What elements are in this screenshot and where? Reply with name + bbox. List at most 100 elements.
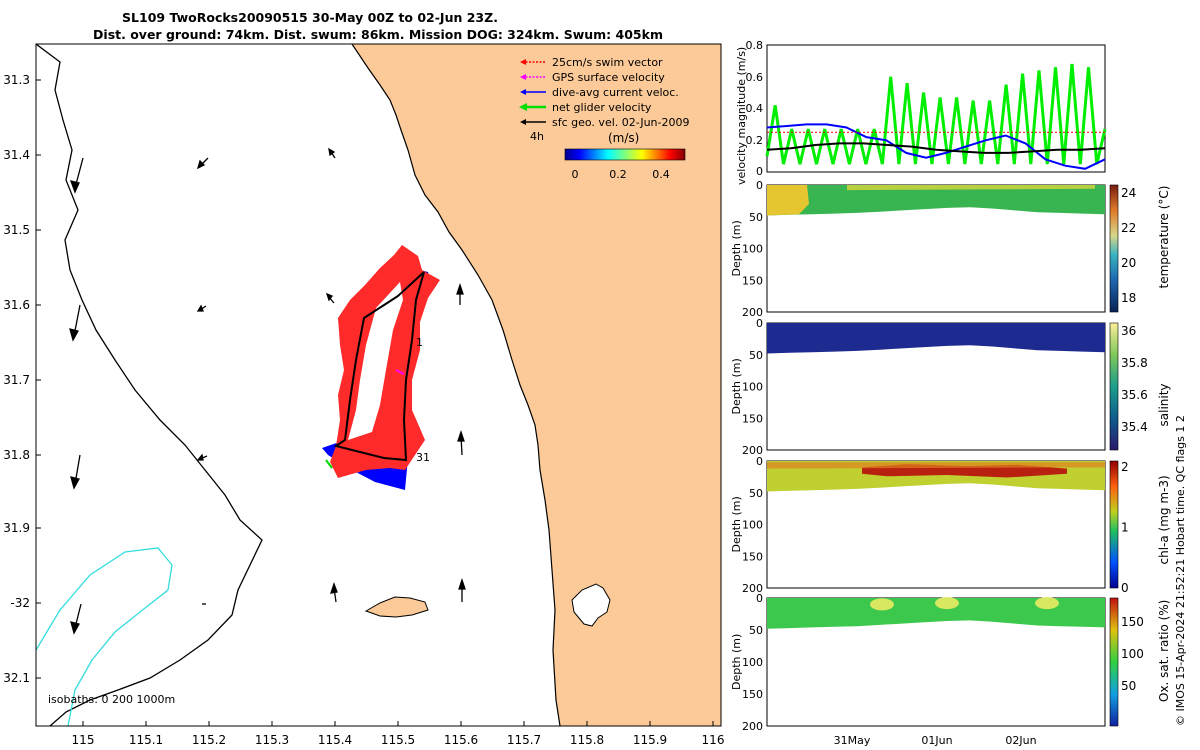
- warm-water-patch: [767, 185, 809, 216]
- map-xtick: 116: [702, 733, 725, 747]
- colorbar-tick: 35.8: [1121, 356, 1148, 370]
- map-xtick: 115.8: [570, 733, 604, 747]
- colorbar-tick: 0.2: [609, 168, 627, 181]
- velocity-series-line: [765, 63, 1107, 165]
- depth-ytick: 50: [749, 487, 763, 500]
- vel-ylabel: velocity magnitude (m/s): [735, 47, 748, 185]
- geo-arrow: [456, 282, 464, 305]
- colorbar-label: salinity: [1157, 383, 1171, 426]
- map-ytick: 31.3: [3, 73, 30, 87]
- legend-item: [520, 89, 546, 95]
- map-ytick: 31.4: [3, 148, 30, 162]
- date-xtick: 01Jun: [921, 734, 952, 747]
- gps-velocity-marker: [395, 369, 405, 375]
- section-data-band: [767, 323, 1105, 354]
- map-ytick: 31.8: [3, 448, 30, 462]
- map-legend: 25cm/s swim vector GPS surface velocity …: [519, 56, 689, 181]
- depth-ylabel: Depth (m): [730, 496, 743, 552]
- legend-label: sfc geo. vel. 02-Jun-2009: [552, 116, 689, 129]
- legend-item: [520, 74, 546, 80]
- depth-ytick: 150: [742, 274, 763, 287]
- vel-ytick: 0.4: [746, 102, 764, 115]
- velocity-panel: 0.8 0.6 0.4 0.2 0 velocity magnitude (m/…: [735, 39, 1107, 185]
- colorbar-tick: 18: [1121, 291, 1136, 305]
- colorbar-label: temperature (°C): [1157, 186, 1171, 289]
- map-ytick: -32: [10, 596, 30, 610]
- map-panel: 1 31 3: [3, 43, 725, 747]
- depth-ytick: 150: [742, 412, 763, 425]
- legend-label: GPS surface velocity: [552, 71, 665, 84]
- track-label-end: 31: [416, 451, 430, 464]
- depth-ytick: 0: [756, 317, 763, 330]
- colorbar-tick: 150: [1121, 615, 1144, 629]
- section-colorbar: [1109, 322, 1119, 451]
- map-xtick: 115.7: [507, 733, 541, 747]
- legend-item: [520, 119, 546, 125]
- map-ytick: 31.9: [3, 521, 30, 535]
- geo-arrow: [70, 454, 81, 490]
- map-ytick: 31.5: [3, 223, 30, 237]
- depth-ytick: 50: [749, 349, 763, 362]
- geo-arrow: [330, 582, 338, 603]
- legend-item: [520, 59, 546, 65]
- section-colorbar: [1109, 597, 1119, 727]
- depth-ytick: 0: [756, 455, 763, 468]
- title-line-2: Dist. over ground: 74km. Dist. swum: 86k…: [93, 27, 663, 42]
- velocity-series-line: [766, 123, 1106, 170]
- map-xtick: 115.9: [633, 733, 667, 747]
- map-ytick: 31.7: [3, 373, 30, 387]
- depth-ytick: 100: [742, 656, 763, 669]
- depth-ylabel: Depth (m): [730, 220, 743, 276]
- colorbar-tick: 35.6: [1121, 388, 1148, 402]
- section-colorbar: [1109, 184, 1119, 313]
- depth-ytick: 0: [756, 592, 763, 605]
- map-xtick: 115.5: [381, 733, 415, 747]
- legend-label: 25cm/s swim vector: [552, 56, 663, 69]
- colorbar-title: (m/s): [608, 131, 639, 145]
- depth-ytick: 100: [742, 243, 763, 256]
- vel-ytick: 0.2: [746, 134, 764, 147]
- depth-ytick: 200: [742, 444, 763, 457]
- title-line-1: SL109 TwoRocks20090515 30-May 00Z to 02-…: [122, 10, 498, 25]
- surface-layer: [847, 185, 1095, 191]
- track-label-start: 1: [416, 336, 423, 349]
- depth-ytick: 200: [742, 720, 763, 733]
- geo-arrow: [196, 157, 209, 170]
- depth-ytick: 150: [742, 550, 763, 563]
- geo-arrow: [328, 147, 336, 159]
- colorbar-tick: 0: [572, 168, 579, 181]
- velocity-series-line: [766, 142, 1106, 154]
- depth-ytick: 100: [742, 519, 763, 532]
- legend-label: dive-avg current veloc.: [552, 86, 679, 99]
- map-xtick: 115.6: [444, 733, 478, 747]
- map-ytick: 31.6: [3, 298, 30, 312]
- map-xtick: 115.4: [318, 733, 352, 747]
- colorbar-tick: 50: [1121, 679, 1136, 693]
- colorbar-tick: 1: [1121, 521, 1129, 535]
- coastline: [351, 44, 561, 726]
- depth-ytick: 100: [742, 381, 763, 394]
- section-colorbar: [1109, 460, 1119, 589]
- hollow-interior: [348, 282, 403, 440]
- colorbar-tick: 35.4: [1121, 420, 1148, 434]
- legend-item: [519, 103, 546, 111]
- isobath-1000: [36, 547, 173, 726]
- vel-ytick: 0: [756, 165, 763, 178]
- colorbar-tick: 0: [1121, 581, 1129, 595]
- land-area: [352, 44, 721, 726]
- vel-ytick: 0.8: [746, 39, 764, 52]
- depth-ytick: 200: [742, 306, 763, 319]
- date-xtick: 02Jun: [1005, 734, 1036, 747]
- colorbar-tick: 2: [1121, 460, 1129, 474]
- colorbar-label: Ox. sat. ratio (%): [1157, 600, 1171, 702]
- depth-ytick: 0: [756, 179, 763, 192]
- date-xtick: 31May: [834, 734, 871, 747]
- depth-ylabel: Depth (m): [730, 634, 743, 690]
- colorbar-tick: 24: [1121, 186, 1136, 200]
- net-track-line: [333, 271, 425, 462]
- colorbar-tick: 22: [1121, 221, 1136, 235]
- net-velocity-marker: [325, 459, 333, 469]
- geo-arrow: [70, 603, 82, 635]
- map-xtick: 115: [72, 733, 95, 747]
